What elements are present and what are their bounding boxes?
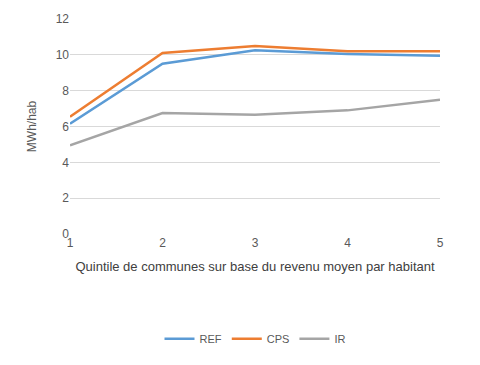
svg-text:8: 8 xyxy=(62,84,69,98)
svg-text:4: 4 xyxy=(62,156,69,170)
svg-text:Quintile de communes sur base: Quintile de communes sur base du revenu … xyxy=(75,259,435,274)
svg-text:REF: REF xyxy=(200,333,222,345)
svg-text:IR: IR xyxy=(334,333,345,345)
svg-text:5: 5 xyxy=(437,236,444,250)
svg-text:CPS: CPS xyxy=(267,333,290,345)
svg-text:12: 12 xyxy=(56,12,70,26)
svg-text:2: 2 xyxy=(159,236,166,250)
svg-text:0: 0 xyxy=(62,227,69,241)
svg-text:2: 2 xyxy=(62,191,69,205)
svg-text:3: 3 xyxy=(252,236,259,250)
svg-text:10: 10 xyxy=(56,48,70,62)
svg-text:6: 6 xyxy=(62,120,69,134)
svg-text:MWh/hab: MWh/hab xyxy=(25,101,39,153)
svg-text:1: 1 xyxy=(67,236,74,250)
svg-text:4: 4 xyxy=(344,236,351,250)
